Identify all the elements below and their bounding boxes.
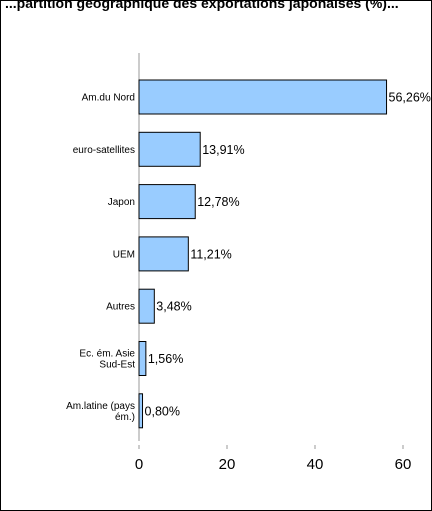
bar-value-label: 11,21% [190, 247, 231, 261]
x-tick-label: 20 [219, 456, 236, 473]
bar [138, 236, 189, 272]
category-label: UEM [113, 249, 135, 260]
x-tick-label: 0 [135, 456, 143, 473]
bar [138, 79, 388, 115]
bar-value-label: 0,80% [145, 404, 180, 418]
bar [138, 393, 144, 429]
category-label: Sud-Est [99, 360, 135, 371]
category-label: ém.) [115, 412, 135, 423]
bar-value-label: 12,78% [197, 195, 239, 209]
bar [138, 131, 201, 167]
bar [138, 288, 155, 324]
category-label: Am.du Nord [82, 93, 135, 104]
category-label: Am.latine (pays [66, 401, 135, 412]
bar-value-label: 1,56% [148, 352, 183, 366]
chart-title: ...partition géographique des exportatio… [5, 0, 399, 11]
x-tick-label: 60 [395, 456, 412, 473]
category-label: Autres [106, 302, 135, 313]
bar-value-label: 56,26% [389, 91, 431, 105]
category-label: euro-satellites [73, 145, 135, 156]
bar-value-label: 13,91% [202, 143, 244, 157]
x-tick-label: 40 [307, 456, 324, 473]
bar [138, 184, 196, 220]
bar-value-label: 3,48% [156, 300, 191, 314]
category-label: Ec. ém. Asie [79, 349, 135, 360]
bar [138, 341, 147, 376]
category-label: Japon [108, 197, 135, 208]
